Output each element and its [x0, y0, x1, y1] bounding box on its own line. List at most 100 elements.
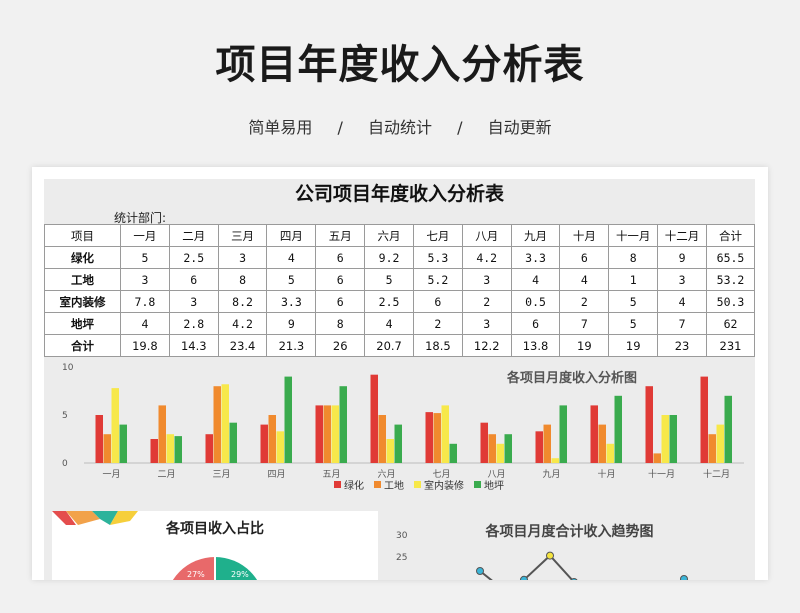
- decor-shape: [110, 511, 138, 525]
- table-cell: 5: [608, 312, 659, 335]
- bar: [284, 376, 292, 463]
- bar: [449, 443, 457, 463]
- bar: [708, 434, 716, 463]
- table-cell: 6: [510, 312, 561, 335]
- y-tick-label: 10: [62, 363, 74, 373]
- column-header: 八月: [461, 224, 512, 247]
- pie-chart-panel: 27% 29% 各项目收入占比: [52, 511, 378, 580]
- table-cell: 5.2: [412, 268, 463, 291]
- pie-label: 29%: [231, 570, 249, 579]
- column-header: 一月: [120, 224, 170, 247]
- legend-item: 地坪: [474, 477, 504, 492]
- pie-slice: [215, 557, 258, 580]
- subtitle-item: 简单易用: [248, 118, 313, 137]
- x-tick-label: 十月: [597, 468, 615, 480]
- table-cell: 2.5: [168, 246, 219, 269]
- table-cell: 8: [608, 246, 659, 269]
- table-cell: 8: [217, 268, 268, 291]
- table-cell: 6: [168, 268, 219, 291]
- column-header: 五月: [315, 224, 366, 247]
- subtitle: 简单易用 / 自动统计 / 自动更新: [0, 114, 800, 138]
- bar-chart-svg: 0 5 10 一月 二月 三月 四月 五月 六月 七月 八月 九月 十月 十一月 十二月: [62, 363, 744, 480]
- x-tick-label: 十一月: [648, 468, 675, 480]
- page-title: 项目年度收入分析表: [215, 42, 585, 88]
- bar: [158, 405, 166, 463]
- table-cell: 13.8: [510, 334, 561, 357]
- department-label: 统计部门:: [114, 211, 167, 225]
- column-header: 二月: [168, 224, 219, 247]
- bar: [386, 439, 394, 463]
- table-cell: 3: [120, 268, 170, 291]
- legend-item: 工地: [374, 477, 404, 492]
- table-cell: 4: [510, 268, 561, 291]
- table-cell: 3: [657, 268, 707, 291]
- income-table: 项目 一月 二月 三月 四月 五月 六月 七月 八月 九月 十月 十一月 十二月 合计 绿化 5 2.5 3 4 6…: [44, 224, 755, 357]
- table-cell: 20.7: [364, 334, 414, 357]
- table-cell: 231: [706, 334, 755, 357]
- column-header: 项目: [44, 224, 121, 247]
- row-label: 地坪: [44, 312, 121, 335]
- x-tick-label: 三月: [212, 469, 230, 480]
- row-label: 绿化: [44, 246, 121, 269]
- sheet-title: 公司项目年度收入分析表: [294, 183, 504, 205]
- table-row: 合计 19.8 14.3 23.4 21.3 26 20.7 18.5 12.2 13.8 19 19…: [44, 334, 755, 357]
- bar: [260, 424, 268, 463]
- table-cell: 19: [559, 334, 610, 357]
- bar: [425, 412, 433, 463]
- bar: [323, 405, 331, 463]
- table-cell: 4: [364, 312, 414, 335]
- x-tick-label: 九月: [542, 469, 560, 480]
- bar: [276, 431, 284, 463]
- bar: [370, 374, 378, 463]
- bar: [229, 422, 237, 463]
- bar-chart-title: 各项目月度收入分析图: [506, 371, 637, 386]
- legend-item: 绿化: [334, 477, 364, 492]
- table-cell: 4.2: [461, 246, 512, 269]
- bar: [590, 405, 598, 463]
- trend-point: [680, 575, 688, 580]
- row-label: 室内装修: [44, 290, 121, 313]
- column-header: 七月: [412, 224, 463, 247]
- row-label: 工地: [44, 268, 121, 291]
- legend-label: 工地: [384, 481, 404, 492]
- table-cell: 23.4: [217, 334, 268, 357]
- legend-swatch: [334, 481, 341, 488]
- table-cell: 4: [120, 312, 170, 335]
- table-cell: 21.3: [266, 334, 317, 357]
- table-cell: 6: [559, 246, 610, 269]
- trend-point: [546, 551, 554, 560]
- table-cell: 19: [608, 334, 659, 357]
- chart-legend: 绿化 工地 室内装修 地坪: [334, 477, 504, 492]
- y-tick-label: 30: [396, 531, 408, 541]
- table-cell: 9: [657, 246, 707, 269]
- table-cell: 3: [461, 312, 512, 335]
- table-cell: 6: [315, 268, 366, 291]
- bar: [669, 415, 677, 463]
- bar: [119, 424, 127, 463]
- table-header-row: 项目 一月 二月 三月 四月 五月 六月 七月 八月 九月 十月 十一月 十二月 合计: [44, 224, 755, 247]
- table-cell: 7: [559, 312, 610, 335]
- table-row: 室内装修 7.8 3 8.2 3.3 6 2.5 6 2 0.5 2 5 4 50.3: [44, 290, 755, 313]
- table-cell: 3.3: [510, 246, 561, 269]
- table-cell: 4: [657, 290, 707, 313]
- bar: [268, 415, 276, 463]
- bar: [174, 436, 182, 463]
- trend-chart-title: 各项目月度合计收入趋势图: [485, 524, 654, 540]
- x-tick-label: 六月: [377, 468, 395, 480]
- table-cell: 2.8: [168, 312, 219, 335]
- bar: [221, 384, 229, 463]
- bar: [716, 424, 724, 463]
- table-cell: 9.2: [364, 246, 414, 269]
- bar: [653, 453, 661, 463]
- table-cell: 3.3: [266, 290, 317, 313]
- bar: [95, 415, 103, 463]
- table-cell: 1: [608, 268, 659, 291]
- legend-label: 地坪: [484, 481, 504, 492]
- x-tick-label: 十二月: [703, 468, 730, 480]
- x-tick-label: 七月: [432, 469, 450, 480]
- table-cell: 23: [657, 334, 707, 357]
- legend-swatch: [374, 481, 381, 488]
- table-cell: 9: [266, 312, 317, 335]
- sheet-area: 公司项目年度收入分析表 统计部门: 项目 一月 二月 三月 四月 五月 六月 七月 八月 九月 十月…: [44, 179, 755, 580]
- monthly-bar-chart: 0 5 10 一月 二月 三月 四月 五月 六月 七月 八月 九月 十月 十一月 十二月 各项目月度收入分析…: [44, 357, 755, 505]
